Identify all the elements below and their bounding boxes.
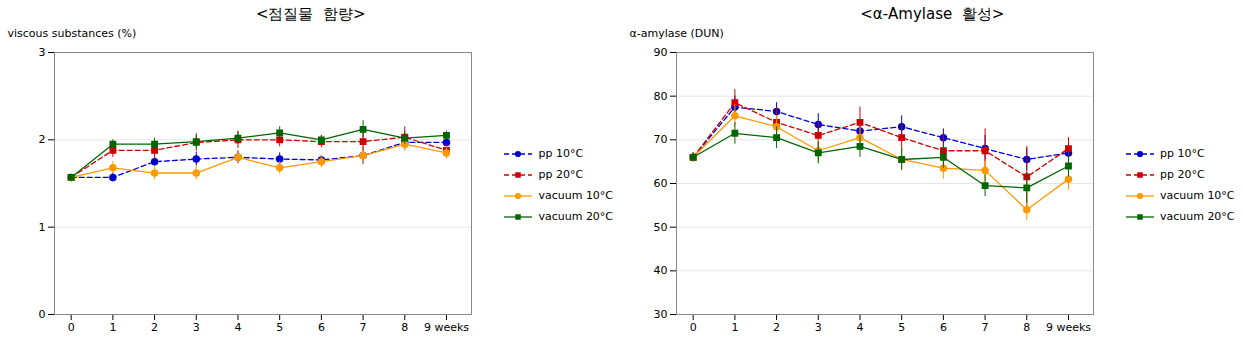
svg-text:8: 8 xyxy=(1023,321,1030,334)
svg-text:5: 5 xyxy=(898,321,905,334)
svg-text:1: 1 xyxy=(39,221,46,234)
svg-text:3: 3 xyxy=(193,321,200,334)
html-text:<점질물 함량>: <점질물 함량> xyxy=(255,5,366,23)
html-text:pp 20°C: pp 20°C xyxy=(538,168,584,181)
svg-text:9 weeks: 9 weeks xyxy=(1046,321,1091,334)
svg-text:2: 2 xyxy=(773,321,780,334)
svg-text:8: 8 xyxy=(402,321,409,334)
html-text:vacuum 20°C: vacuum 20°C xyxy=(1159,210,1235,223)
svg-text:90: 90 xyxy=(653,46,667,59)
svg-text:2: 2 xyxy=(152,321,159,334)
svg-text:0: 0 xyxy=(690,321,697,334)
svg-text:0: 0 xyxy=(68,321,75,334)
svg-text:60: 60 xyxy=(653,177,667,190)
svg-text:5: 5 xyxy=(277,321,284,334)
html-text:pp 20°C: pp 20°C xyxy=(1159,168,1205,181)
svg-text:4: 4 xyxy=(856,321,863,334)
svg-text:80: 80 xyxy=(653,90,667,103)
html-text:pp 10°C: pp 10°C xyxy=(538,147,584,160)
svg-text:3: 3 xyxy=(39,46,46,59)
svg-text:6: 6 xyxy=(940,321,947,334)
svg-text:4: 4 xyxy=(235,321,242,334)
svg-text:1: 1 xyxy=(731,321,738,334)
svg-text:α-amylase (DUN): α-amylase (DUN) xyxy=(629,27,723,40)
svg-text:9 weeks: 9 weeks xyxy=(424,321,469,334)
svg-text:1: 1 xyxy=(110,321,117,334)
html-text:pp 10°C: pp 10°C xyxy=(1159,147,1205,160)
svg-text:40: 40 xyxy=(653,264,667,277)
svg-text:50: 50 xyxy=(653,221,667,234)
svg-text:30: 30 xyxy=(653,308,667,321)
svg-text:7: 7 xyxy=(360,321,367,334)
html-text:vacuum 10°C: vacuum 10°C xyxy=(538,189,614,202)
svg-text:6: 6 xyxy=(318,321,325,334)
svg-text:0: 0 xyxy=(39,308,46,321)
svg-text:viscous substances (%): viscous substances (%) xyxy=(8,27,137,40)
html-text:vacuum 10°C: vacuum 10°C xyxy=(1159,189,1235,202)
html-text:<α-Amylase 활성>: <α-Amylase 활성> xyxy=(860,5,1005,23)
svg-text:70: 70 xyxy=(653,133,667,146)
html-text:vacuum 20°C: vacuum 20°C xyxy=(538,210,614,223)
svg-text:2: 2 xyxy=(39,133,46,146)
svg-text:3: 3 xyxy=(815,321,822,334)
svg-text:7: 7 xyxy=(982,321,989,334)
